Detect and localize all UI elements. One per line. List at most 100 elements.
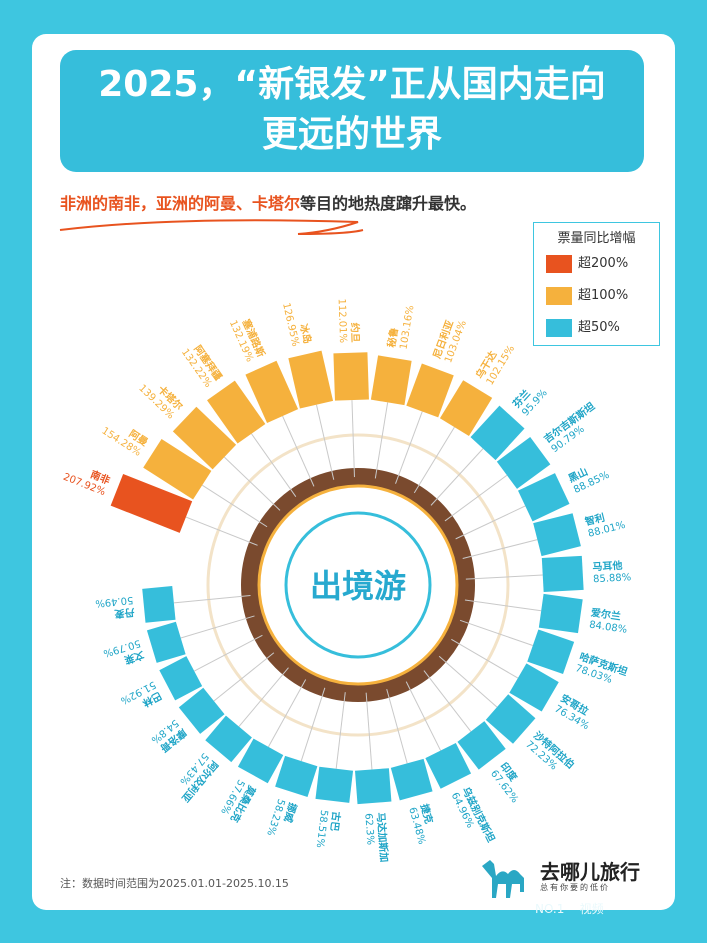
spoke-line [213,652,275,702]
bar [541,555,584,592]
bar-group [142,585,176,623]
bar-label: 摩洛哥54.8% [149,717,189,756]
spoke-line [365,692,373,770]
bar-label: 阿尔及利亚57.43% [170,750,221,804]
spoke-line [300,687,326,762]
subtitle-highlight: 非洲的南非，亚洲的阿曼、卡塔尔 [60,194,301,213]
center-disc [284,511,432,659]
spoke-line [465,574,543,580]
bar [315,766,354,803]
outer-ring [206,433,510,737]
spoke-line [430,448,484,506]
legend-label: 超100% [578,288,629,303]
subtitle-rest: 等目的地热度蹿升最快。 [300,194,477,213]
spoke-line [374,402,389,479]
bar-group [333,352,369,401]
bar-group [518,473,570,522]
bar-group [288,350,334,409]
bar-group [425,742,472,789]
camel-logo-icon [482,860,524,898]
spoke-line [455,505,526,540]
spoke-line [464,599,542,612]
bar [143,438,212,500]
legend-swatch [546,287,572,305]
spoke-line [395,411,423,484]
bar [333,352,369,401]
bar-group [406,363,454,418]
spoke-line [386,688,408,764]
bar-group [370,355,412,406]
bar-label: 阿塞拜疆132.22% [179,339,225,390]
spoke-line [459,619,533,646]
bar-group [533,513,581,557]
bar [237,738,284,784]
spoke-line [194,634,263,672]
spoke-line [282,415,315,487]
legend-label: 超50% [578,320,620,335]
bar-group [172,406,237,470]
bar-label: 约旦112.01% [336,298,362,343]
bar-group [245,360,299,424]
bar [406,363,454,418]
watermark: NO.1 视频 [535,902,604,916]
bar [439,380,493,436]
spoke-line [444,474,508,522]
bar-label: 阿曼154.28% [99,415,149,459]
bar-label: 哈萨克斯坦78.03% [574,650,629,690]
bar-label: 黑山88.85% [566,457,611,496]
spoke-line [201,484,268,528]
spoke-line [315,404,335,480]
bar [207,380,266,444]
spoke-line [173,594,251,604]
bar-group [538,593,583,634]
bar-label: 塞浦路斯132.19% [227,313,268,364]
bar [110,473,193,533]
bar-group [275,755,318,798]
bar-label: 乌兹别克斯坦64.96% [449,785,498,850]
legend-item-100: 超100% [542,283,652,309]
spoke-line [405,681,442,751]
bar-label: 卡塔尔139.29% [136,373,185,422]
globe-ring-inner [257,484,459,686]
bar-group [390,758,433,801]
bar-label: 印度67.62% [488,760,531,805]
spoke-line [185,516,258,546]
spoke-line [251,433,297,497]
bar-group [496,436,551,489]
globe-ring [241,468,475,702]
bar-label: 冰岛126.95% [280,299,314,348]
bar-label: 南非207.92% [61,459,112,499]
bar-group [439,380,493,436]
spoke-line [451,638,519,679]
bar [354,768,392,805]
bar-group [207,380,266,444]
subtitle-underline [59,219,364,235]
bar-label: 丹麦50.49% [95,594,135,623]
spoke-line [238,667,289,727]
bar [245,360,299,424]
bar-group [159,656,203,701]
title-box: 2025，“新银发”正从国内走向 更远的世界 [60,50,644,172]
bar-group [237,738,284,784]
bar-group [110,473,193,533]
legend-item-50: 超50% [542,315,652,341]
spoke-line [413,426,455,494]
bar-group [354,768,392,805]
bar [275,755,318,798]
bar-label: 沙特阿拉伯72.23% [523,729,577,781]
bar-label: 巴林51.92% [119,678,164,718]
legend: 票量同比增幅 超200% 超100% 超50% [533,222,660,346]
bar-group [146,621,186,663]
bar-label: 挪威58.23% [264,797,299,841]
legend-item-200: 超200% [542,251,652,277]
spoke-line [180,615,255,639]
bar [159,656,203,701]
bar [146,621,186,663]
legend-swatch [546,319,572,337]
bar [485,694,536,744]
spoke-line [423,670,472,732]
bar [172,406,237,470]
bar-group [457,721,506,770]
bar [509,663,559,712]
bar-label: 芬兰95.9% [509,378,550,419]
